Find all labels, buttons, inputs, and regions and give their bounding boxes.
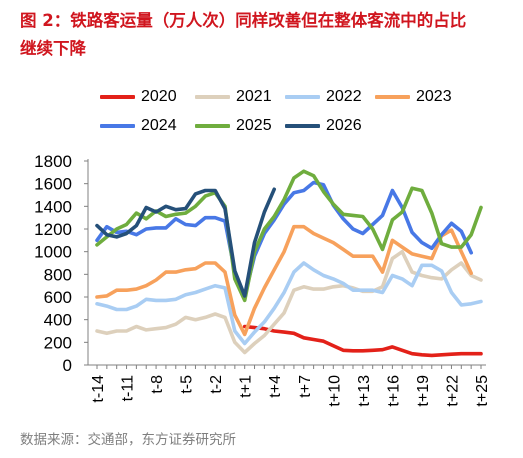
chart-legend: 2020 2021 2022 2023 2024 2025 2026 — [100, 85, 465, 138]
y-tick-label: 1200 — [34, 220, 72, 239]
x-tick-label: t+25 — [474, 375, 491, 407]
x-tick-label: t+16 — [385, 375, 402, 407]
legend-swatch — [100, 124, 135, 128]
y-tick-label: 600 — [44, 288, 72, 307]
y-tick-label: 1000 — [34, 243, 72, 262]
series-line-2025 — [95, 169, 483, 303]
legend-swatch — [195, 124, 230, 128]
y-tick-label: 1400 — [34, 197, 72, 216]
series-line-2026 — [95, 187, 276, 298]
x-tick-label: t-5 — [179, 375, 196, 394]
x-tick-label: t-14 — [90, 375, 107, 403]
legend-item: 2021 — [195, 85, 285, 109]
legend-label: 2021 — [236, 88, 272, 105]
x-tick-label: t+7 — [297, 375, 314, 398]
legend-label: 2023 — [416, 88, 452, 105]
series-line-2020 — [242, 324, 483, 358]
x-tick-label: t+19 — [415, 375, 432, 407]
x-tick-label: t+22 — [445, 375, 462, 407]
legend-swatch — [285, 124, 320, 128]
legend-item: 2025 — [195, 114, 285, 138]
series-line-2024 — [95, 180, 473, 298]
x-tick-label: t-11 — [120, 375, 137, 401]
series-line-2023 — [95, 224, 473, 337]
y-tick-label: 1600 — [34, 175, 72, 194]
legend-item: 2026 — [285, 114, 375, 138]
legend-item: 2023 — [375, 85, 465, 109]
legend-item: 2022 — [285, 85, 375, 109]
legend-label: 2024 — [141, 117, 177, 134]
y-tick-label: 800 — [44, 265, 72, 284]
y-tick-label: 1800 — [34, 152, 72, 171]
figure-title-line: 图 2：铁路客运量（万人次）同样改善但在整体客流中的占比 — [20, 11, 467, 30]
y-tick-label: 200 — [44, 333, 72, 352]
legend-swatch — [195, 95, 230, 99]
x-tick-label: t+1 — [238, 375, 255, 398]
legend-item: 2024 — [100, 114, 195, 138]
legend-item: 2020 — [100, 85, 195, 109]
legend-label: 2026 — [326, 117, 362, 134]
y-tick-label: 400 — [44, 311, 72, 330]
legend-label: 2020 — [141, 88, 177, 105]
legend-swatch — [285, 95, 320, 99]
x-tick-label: t-8 — [149, 375, 166, 394]
x-tick-label: t+13 — [356, 375, 373, 407]
legend-label: 2025 — [236, 117, 272, 134]
source-note: 数据来源：交通部，东方证券研究所 — [20, 432, 236, 448]
x-tick-label: t-2 — [208, 375, 225, 394]
figure-title-line: 继续下降 — [20, 39, 86, 58]
series-line-2022 — [95, 261, 483, 346]
legend-swatch — [100, 95, 135, 99]
legend-swatch — [375, 95, 410, 99]
y-tick-label: 0 — [63, 356, 72, 375]
x-tick-label: t+10 — [326, 375, 343, 407]
figure-title: 图 2：铁路客运量（万人次）同样改善但在整体客流中的占比 继续下降 — [20, 7, 466, 63]
legend-label: 2022 — [326, 88, 362, 105]
x-tick-label: t+4 — [267, 375, 284, 398]
